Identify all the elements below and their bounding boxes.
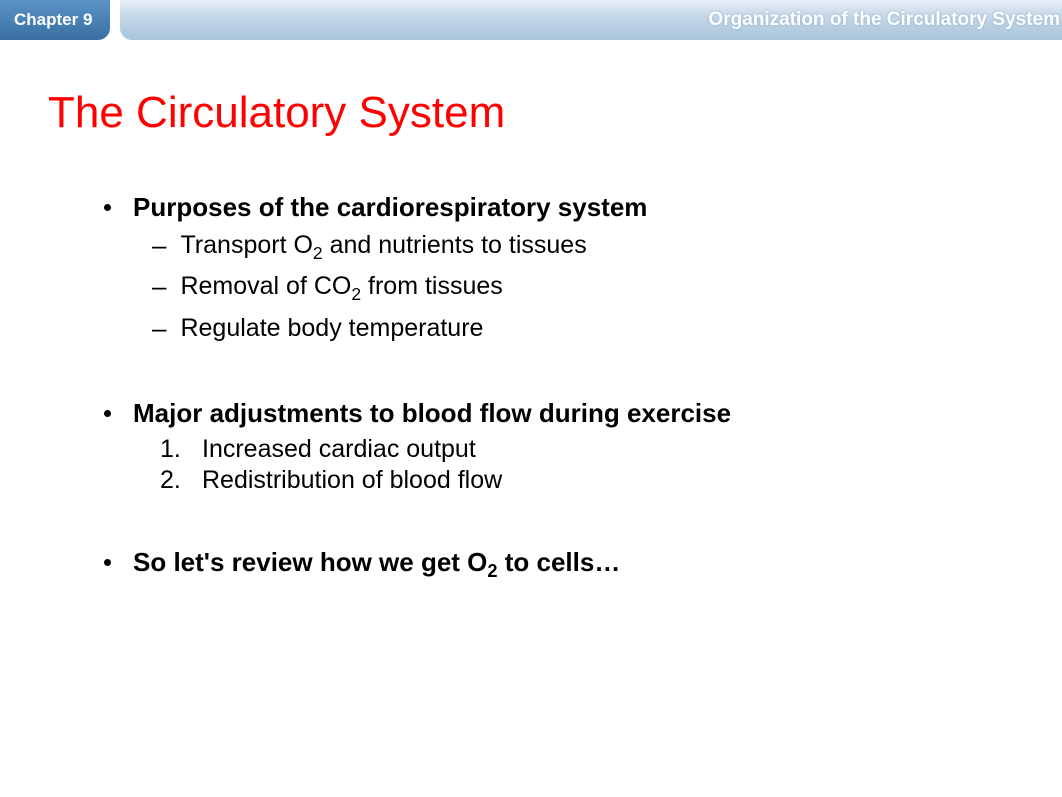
purposes-list: – Transport O2 and nutrients to tissues … bbox=[152, 229, 1014, 346]
bullet-dot-icon bbox=[104, 204, 111, 211]
slide-title: The Circulatory System bbox=[48, 88, 1014, 138]
dash-icon: – bbox=[152, 270, 166, 304]
dash-icon: – bbox=[152, 229, 166, 263]
chapter-label: Chapter 9 bbox=[14, 10, 92, 30]
main-bullet: So let's review how we get O2 to cells… bbox=[104, 547, 1014, 582]
item-text: Increased cardiac output bbox=[202, 435, 476, 464]
list-item: – Regulate body temperature bbox=[152, 312, 1014, 346]
list-item: 2. Redistribution of blood flow bbox=[160, 466, 1014, 495]
heading-review: So let's review how we get O2 to cells… bbox=[133, 547, 620, 582]
chapter-tab: Chapter 9 bbox=[0, 0, 110, 40]
list-item: 1. Increased cardiac output bbox=[160, 435, 1014, 464]
number-label: 1. bbox=[160, 435, 188, 464]
number-label: 2. bbox=[160, 466, 188, 495]
dash-icon: – bbox=[152, 312, 166, 346]
list-item: – Transport O2 and nutrients to tissues bbox=[152, 229, 1014, 266]
slide-content: The Circulatory System Purposes of the c… bbox=[0, 50, 1062, 582]
topic-title: Organization of the Circulatory System bbox=[708, 9, 1060, 31]
item-text: Regulate body temperature bbox=[180, 312, 483, 346]
main-bullet: Purposes of the cardiorespiratory system bbox=[104, 192, 1014, 223]
topic-bar: Organization of the Circulatory System bbox=[120, 0, 1062, 40]
item-text: Removal of CO2 from tissues bbox=[180, 270, 502, 307]
section-review: So let's review how we get O2 to cells… bbox=[104, 547, 1014, 582]
item-text: Transport O2 and nutrients to tissues bbox=[180, 229, 586, 266]
bullet-dot-icon bbox=[104, 410, 111, 417]
slide-header: Chapter 9 Organization of the Circulator… bbox=[0, 0, 1062, 50]
heading-purposes: Purposes of the cardiorespiratory system bbox=[133, 192, 647, 223]
bullet-dot-icon bbox=[104, 559, 111, 566]
item-text: Redistribution of blood flow bbox=[202, 466, 502, 495]
heading-adjustments: Major adjustments to blood flow during e… bbox=[133, 398, 731, 429]
section-purposes: Purposes of the cardiorespiratory system… bbox=[104, 192, 1014, 346]
section-adjustments: Major adjustments to blood flow during e… bbox=[104, 398, 1014, 495]
main-bullet: Major adjustments to blood flow during e… bbox=[104, 398, 1014, 429]
list-item: – Removal of CO2 from tissues bbox=[152, 270, 1014, 307]
adjustments-list: 1. Increased cardiac output 2. Redistrib… bbox=[152, 435, 1014, 495]
